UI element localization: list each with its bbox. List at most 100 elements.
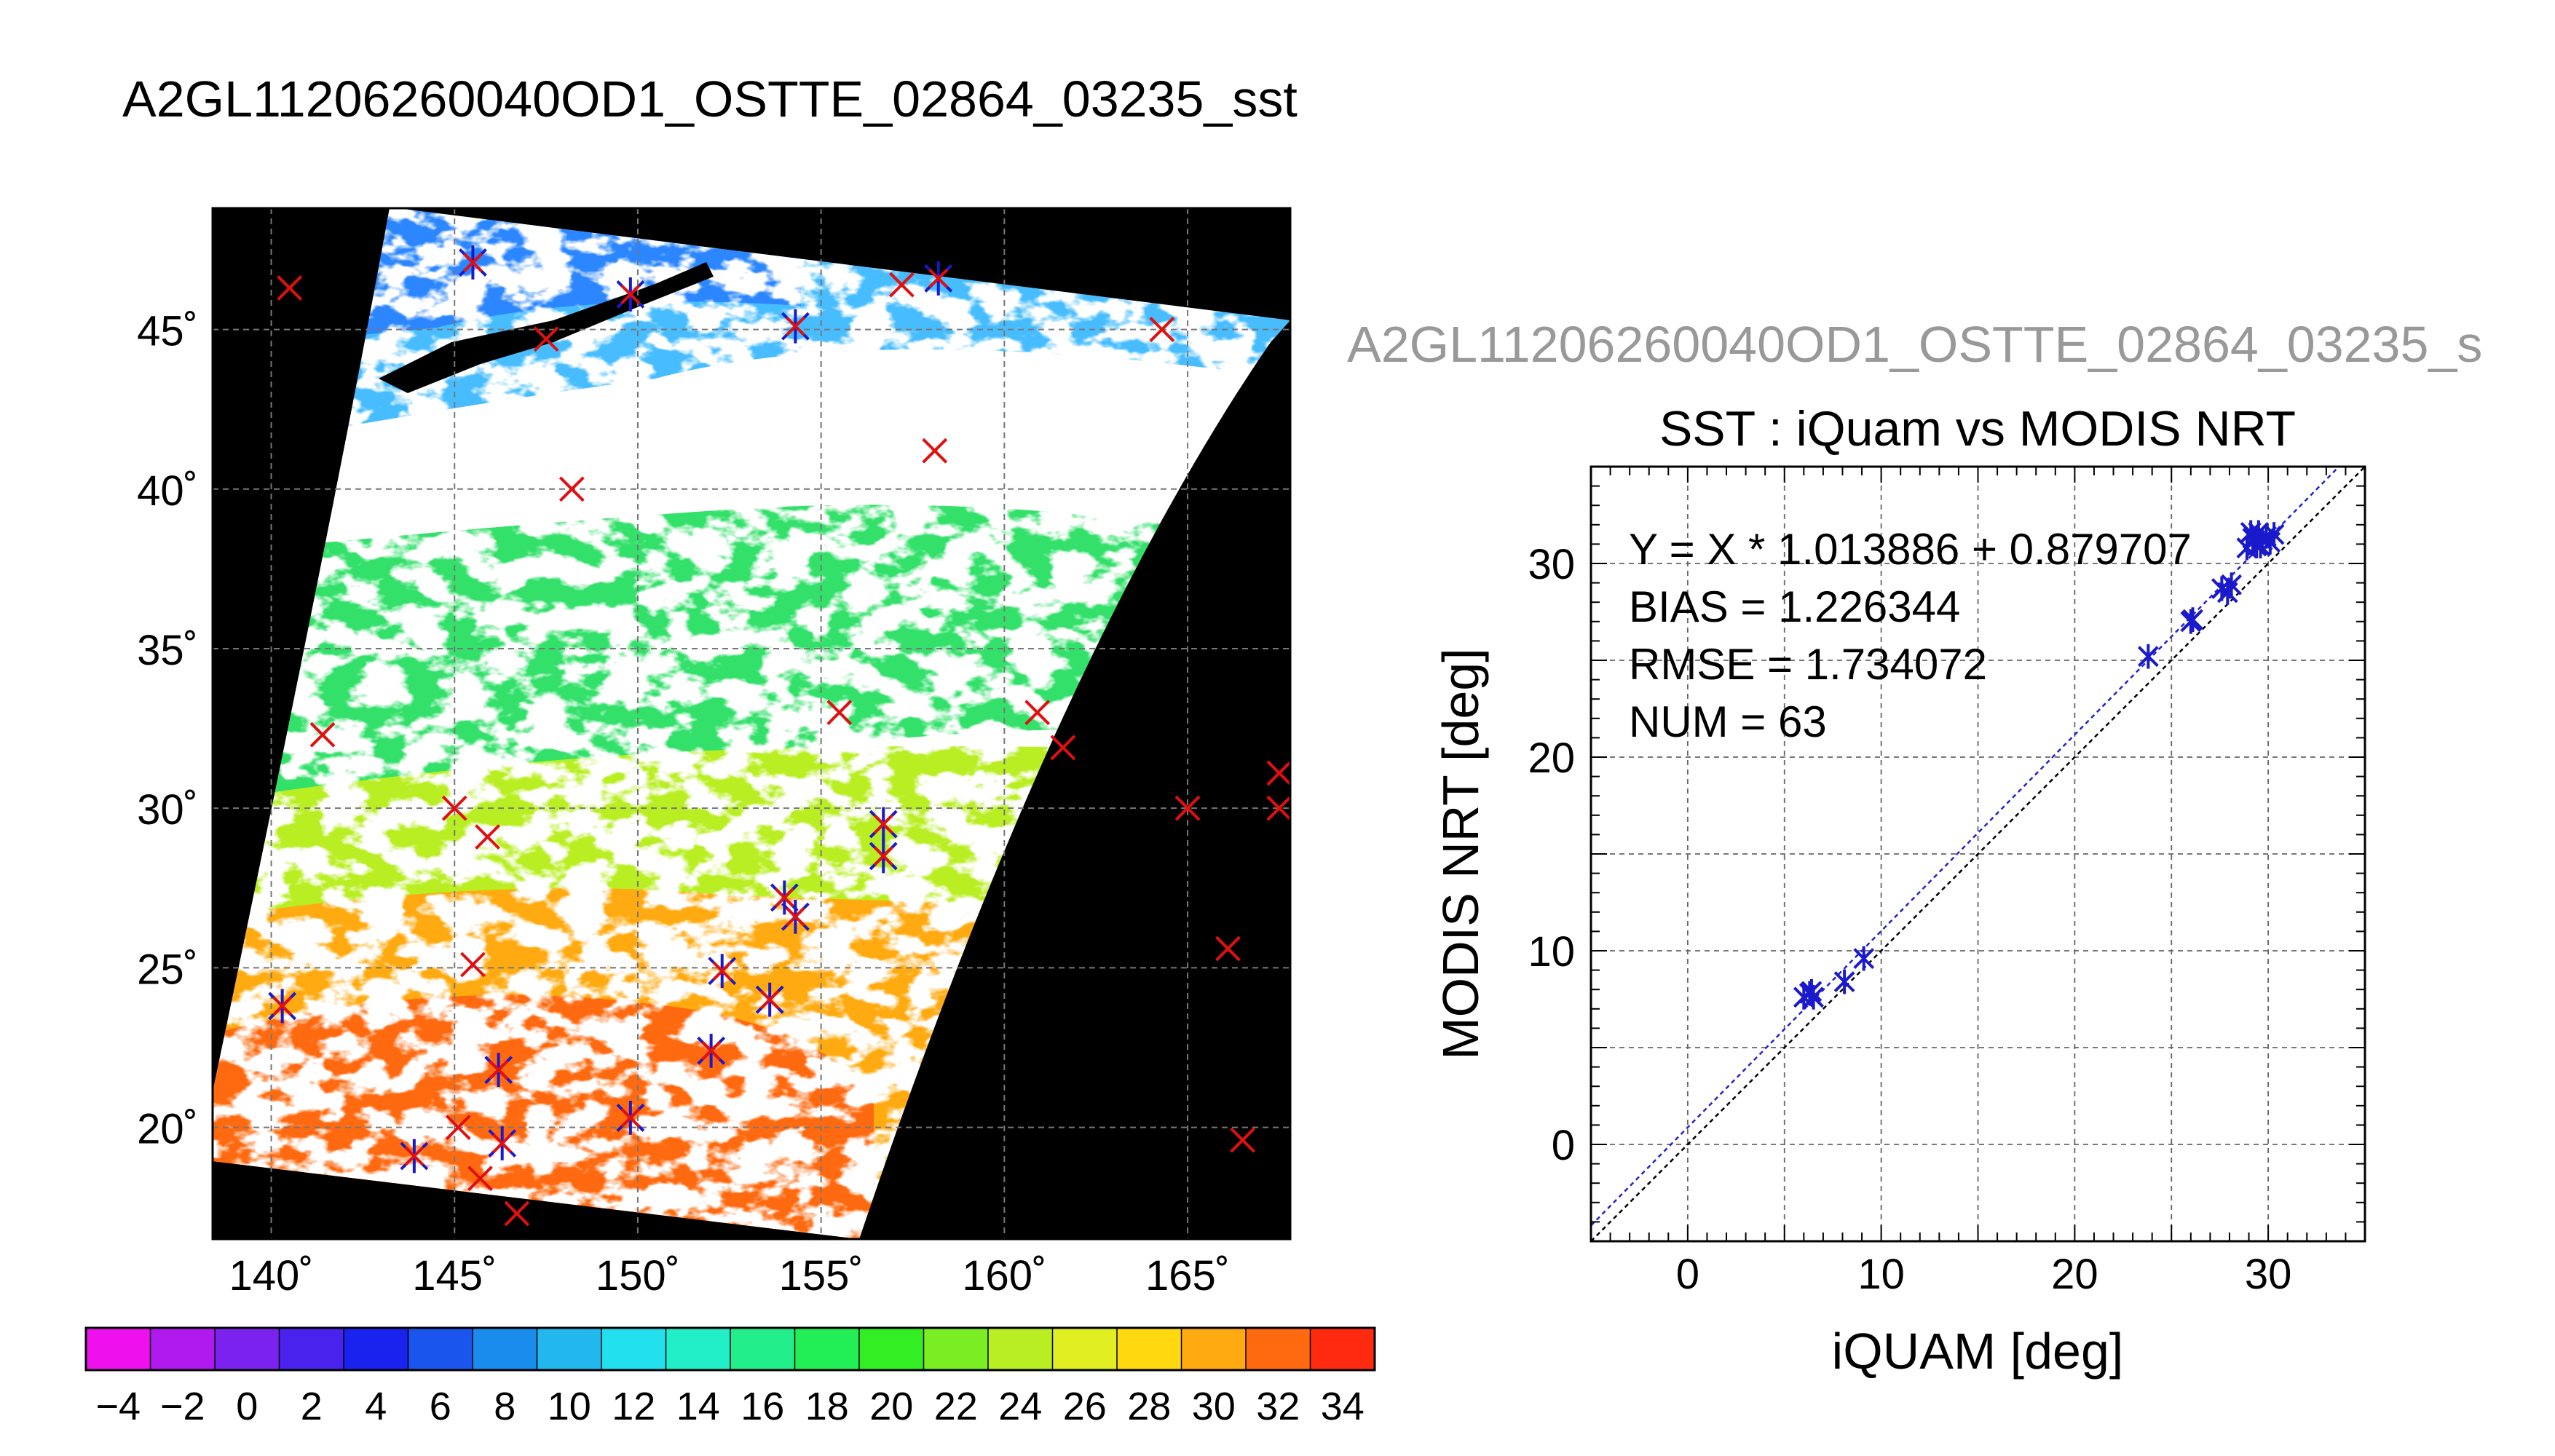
- map-marker-red: [277, 275, 303, 301]
- map-marker-red: [533, 326, 559, 352]
- colorbar-cell: [1117, 1328, 1182, 1370]
- scatter-y-tick-label: 0: [1552, 1122, 1575, 1169]
- map-marker-red: [1215, 935, 1241, 962]
- scatter-x-tick-label: 10: [1857, 1251, 1905, 1298]
- map-marker-red: [888, 272, 915, 298]
- colorbar-tick-label: 24: [998, 1385, 1042, 1428]
- colorbar-tick-label: 28: [1127, 1385, 1171, 1428]
- map-marker-red: [309, 721, 336, 748]
- colorbar-cell: [859, 1328, 924, 1370]
- scatter-point: [1801, 978, 1823, 1004]
- colorbar-cell: [988, 1328, 1053, 1370]
- colorbar-cells: [86, 1328, 1375, 1370]
- scatter-panel-title: A2GL11206260040OD1_OSTTE_02864_03235_s: [1347, 316, 2482, 373]
- scatter-x-tick-label: 20: [2051, 1251, 2098, 1298]
- scatter-point: [2137, 644, 2159, 669]
- colorbar-tick-label: 10: [548, 1385, 591, 1428]
- colorbar-tick-label: −4: [95, 1385, 141, 1428]
- map-lat-tick-label: 20˚: [137, 1106, 198, 1153]
- colorbar-cell: [923, 1328, 989, 1370]
- scatter-annotation: RMSE = 1.734072: [1629, 640, 1987, 689]
- colorbar-tick-label: 4: [365, 1385, 387, 1428]
- colorbar-cell: [794, 1328, 860, 1370]
- colorbar-tick-label: 30: [1192, 1385, 1236, 1428]
- map-lat-axis: 20˚ 25˚ 30˚ 35˚ 40˚ 45˚: [137, 308, 198, 1153]
- colorbar-tick-label: 32: [1256, 1385, 1300, 1428]
- map-marker-red: [475, 824, 500, 850]
- colorbar-tick-label: 22: [934, 1385, 978, 1428]
- colorbar-cell: [473, 1328, 537, 1370]
- colorbar-tick-label: 6: [430, 1385, 451, 1428]
- colorbar-cell: [408, 1328, 473, 1370]
- scatter-y-tick-label: 20: [1528, 735, 1575, 782]
- map-marker-red-inner: [404, 1146, 424, 1166]
- map-lon-axis: 140˚ 145˚ 150˚ 155˚ 160˚ 165˚: [229, 1252, 1230, 1299]
- map-grid: [213, 208, 1290, 1239]
- map-marker-red: [1230, 1127, 1255, 1153]
- map-marker-red: [1174, 795, 1201, 821]
- scatter-y-tick-label: 10: [1528, 928, 1575, 976]
- map-marker-red: [460, 951, 486, 978]
- map-marker-red-inner: [873, 814, 893, 834]
- scatter-point: [2263, 522, 2285, 547]
- map-lon-tick-label: 140˚: [229, 1252, 313, 1299]
- scatter-chart-title: SST : iQuam vs MODIS NRT: [1659, 401, 2296, 456]
- colorbar-cell: [86, 1328, 151, 1370]
- scatter-annotation: BIAS = 1.226344: [1629, 582, 1960, 631]
- map-marker-red: [1266, 795, 1290, 821]
- colorbar-cell: [1310, 1328, 1375, 1370]
- colorbar-cell: [150, 1328, 216, 1370]
- one-to-one-line: [1591, 467, 2365, 1241]
- map-marker-red-inner: [873, 846, 893, 866]
- map-marker-red-inner: [774, 887, 794, 908]
- map-marker-red-inner: [489, 1060, 509, 1080]
- scatter-annotation: NUM = 63: [1629, 697, 1827, 746]
- colorbar-tick-label: 26: [1063, 1385, 1107, 1428]
- map-marker-red-inner: [620, 1107, 641, 1128]
- map-marker-red-inner: [492, 1133, 513, 1153]
- map-marker-red: [1266, 760, 1290, 786]
- map-lon-tick-label: 150˚: [596, 1252, 680, 1299]
- colorbar-tick-label: 34: [1321, 1385, 1365, 1428]
- scatter-xlabel: iQUAM [deg]: [1832, 1323, 2124, 1380]
- scatter-points: [1793, 520, 2285, 1010]
- colorbar-cell: [730, 1328, 795, 1370]
- colorbar-tick-label: −2: [160, 1385, 205, 1428]
- map-marker-red-inner: [620, 284, 641, 304]
- scatter-y-ticks: 0 10 20 30: [1528, 541, 1575, 1169]
- colorbar-tick-label: 2: [301, 1385, 323, 1428]
- colorbar-tick-label: 18: [805, 1385, 849, 1428]
- colorbar-cell: [1181, 1328, 1247, 1370]
- colorbar-tick-label: 0: [236, 1385, 258, 1428]
- map-marker-red-inner: [272, 996, 293, 1016]
- map-markers: [268, 245, 1290, 1227]
- colorbar-frame: [84, 1326, 1376, 1372]
- colorbar-cell: [666, 1328, 731, 1370]
- colorbar-labels: −4 −2 0 2 4 6 8 10 12 14 16 18 20 22 24 26 28 30 32 34: [95, 1385, 1364, 1428]
- colorbar-tick-label: 14: [676, 1385, 720, 1428]
- map-marker-red: [504, 1200, 530, 1227]
- scatter-point: [1833, 969, 1855, 994]
- map-marker-red-inner: [463, 253, 483, 272]
- colorbar-cell: [1246, 1328, 1311, 1370]
- colorbar-cell: [537, 1328, 602, 1370]
- map-lat-tick-label: 45˚: [137, 308, 198, 355]
- colorbar-cell: [279, 1328, 344, 1370]
- colorbar-tick-label: 8: [494, 1385, 516, 1428]
- map-lat-tick-label: 30˚: [137, 786, 198, 834]
- map-lat-tick-label: 25˚: [137, 946, 198, 993]
- map-marker-red: [826, 700, 853, 726]
- map-lat-tick-label: 35˚: [137, 627, 198, 674]
- land-mask: [213, 208, 379, 437]
- scatter-point: [2221, 572, 2243, 598]
- map-lon-tick-label: 165˚: [1145, 1252, 1230, 1299]
- scatter-ylabel: MODIS NRT [deg]: [1432, 648, 1489, 1059]
- map-marker-red: [1050, 735, 1076, 761]
- map-marker-red-inner: [712, 961, 732, 981]
- map-marker-red-inner: [785, 906, 805, 927]
- scatter-grid: [1591, 467, 2365, 1241]
- scatter-minor-ticks: [1590, 466, 2366, 1242]
- colorbar-cell: [344, 1328, 408, 1370]
- colorbar-tick-label: 20: [869, 1385, 913, 1428]
